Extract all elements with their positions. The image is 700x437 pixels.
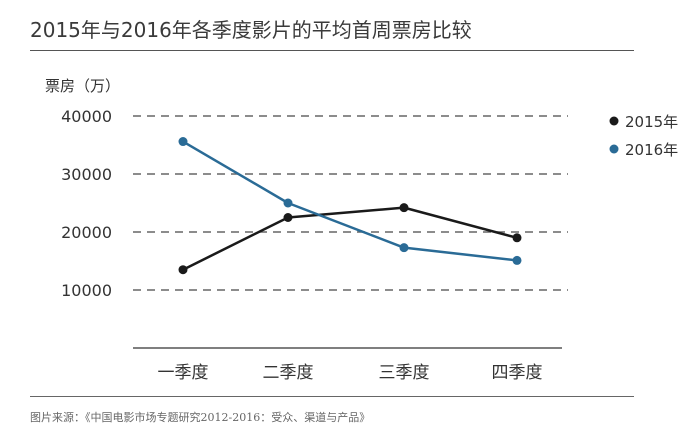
data-point [178,137,188,147]
y-tick-labels: 40000 30000 20000 10000 [61,107,112,300]
chart-title: 2015年与2016年各季度影片的平均首周票房比较 [30,18,472,42]
data-point [512,233,522,243]
legend-marker [609,116,619,126]
legend: 2015年 2016年 [609,113,678,159]
footer-divider [30,396,634,397]
y-tick-label: 30000 [61,165,112,184]
data-point [283,213,293,222]
y-axis-label: 票房（万） [45,77,120,95]
x-tick-labels: 一季度 二季度 三季度 四季度 [158,363,543,383]
series-lines [178,137,522,275]
x-tick-label: 四季度 [492,363,543,383]
legend-label: 2016年 [625,141,678,159]
data-point [399,243,409,253]
x-tick-label: 二季度 [263,363,314,383]
series-line-2015年 [182,206,518,271]
legend-label: 2015年 [625,113,678,131]
data-point [399,203,409,213]
y-tick-label: 40000 [61,107,112,126]
source-note: 图片来源：《中国电影市场专题研究2012-2016：受众、渠道与产品》 [30,411,371,424]
data-point [283,198,293,208]
series-line-2016年 [182,140,518,262]
y-tick-label: 10000 [61,281,112,300]
data-point [178,265,188,275]
legend-marker [609,144,619,154]
grid-lines [133,115,568,291]
y-tick-label: 20000 [61,223,112,242]
data-point [512,255,522,265]
x-tick-label: 三季度 [379,363,430,383]
x-tick-label: 一季度 [158,363,209,383]
title-divider [30,50,634,51]
